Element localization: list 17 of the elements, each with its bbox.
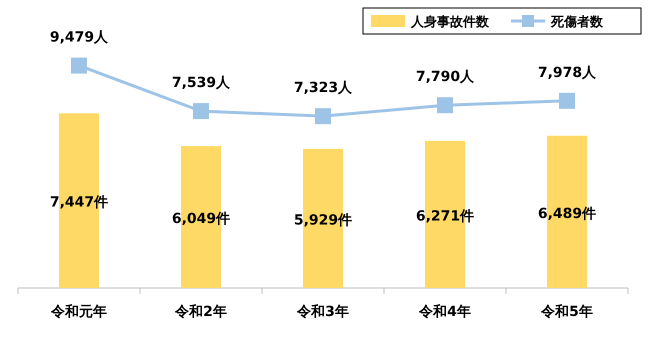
point [437, 97, 453, 114]
x-tick-label: 令和元年 [50, 304, 107, 320]
data-label: 7,978人 [538, 64, 598, 81]
x-tick-label: 令和2年 [174, 304, 227, 320]
x-tick-label: 令和5年 [540, 304, 593, 320]
point [71, 58, 87, 74]
data-label: 7,790人 [416, 69, 476, 86]
data-label: 7,539人 [172, 75, 232, 92]
point [559, 92, 575, 109]
x-tick-label: 令和4年 [418, 304, 471, 320]
legend-label: 人身事故件数 [410, 15, 490, 30]
legend-label: 死傷者数 [550, 15, 604, 30]
data-label: 9,479人 [50, 30, 110, 46]
point [315, 108, 331, 124]
x-tick-label: 令和3年 [296, 304, 349, 320]
data-label: 7,323人 [294, 80, 354, 96]
point [193, 103, 209, 120]
